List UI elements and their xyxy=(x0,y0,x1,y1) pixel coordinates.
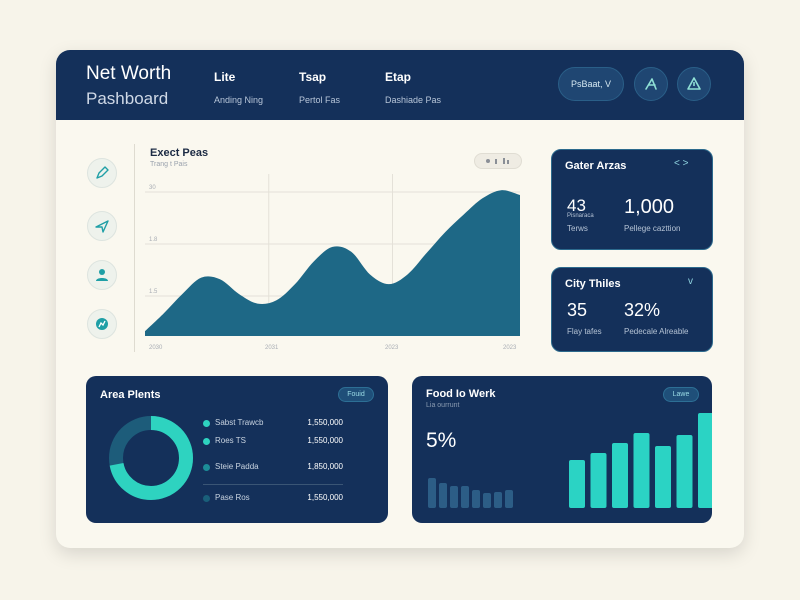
app-title: Net Worth xyxy=(86,63,172,84)
app-subtitle: Pashboard xyxy=(86,89,169,108)
alert-icon[interactable] xyxy=(677,67,711,101)
big-bar xyxy=(612,443,628,508)
food-work-subtitle: Lia ourrunt xyxy=(426,402,460,409)
stat-label-left: Flay tafes xyxy=(567,327,602,336)
header-bar: Net Worth Pashboard Lite Anding Ning Tsa… xyxy=(56,50,744,120)
main-chart-panel: Exect Peas Trang t Pais 30 1.8 1.5 2030 2031… xyxy=(134,144,526,352)
nav-item-label: Etap xyxy=(385,70,412,84)
stat-card-gater-arzas[interactable]: Gater Arzas < > 43 Pisnaraca Terws 1,000… xyxy=(551,149,713,250)
legend-dot xyxy=(203,495,210,502)
nav-item-sublabel: Anding Ning xyxy=(214,95,264,105)
stat-label-right: Pedecale Alreable xyxy=(624,327,689,336)
big-bar xyxy=(633,433,650,508)
legend-dot xyxy=(203,438,210,445)
chart-icon[interactable] xyxy=(87,309,117,339)
stat-value-left: 43 xyxy=(567,196,586,215)
x-tick-label: 2030 xyxy=(149,345,163,351)
dashboard-card: Net Worth Pashboard Lite Anding Ning Tsa… xyxy=(56,50,744,548)
food-work-card: Food Io Werk Lia ourrunt Lawe 5% xyxy=(412,376,712,523)
legend-dot xyxy=(203,464,210,471)
legend-name: Pase Ros xyxy=(215,493,250,502)
stat-value-right: 32% xyxy=(624,300,661,320)
small-bar xyxy=(472,490,480,508)
y-tick-label: 1.5 xyxy=(149,289,158,295)
filter-dropdown-button[interactable]: PsBaat, V xyxy=(558,67,624,101)
y-tick-label: 1.8 xyxy=(149,237,158,243)
chart-subtitle: Trang t Pais xyxy=(150,161,188,168)
chevron-down-icon[interactable]: v xyxy=(688,276,693,287)
nav-item-lite[interactable]: Lite Anding Ning xyxy=(214,70,263,105)
small-bar xyxy=(428,478,436,508)
small-bar xyxy=(439,483,447,508)
legend-dot xyxy=(203,420,210,427)
nav-item-sublabel: Dashiade Pas xyxy=(385,95,442,105)
stat-label-right: Pellege cazttion xyxy=(624,224,681,233)
big-bar xyxy=(655,446,671,508)
y-tick-label: 30 xyxy=(149,185,156,191)
nav-item-etap[interactable]: Etap Dashiade Pas xyxy=(385,70,441,105)
area-series xyxy=(145,190,520,336)
x-tick-label: 2031 xyxy=(265,345,279,351)
big-bar xyxy=(590,453,607,508)
x-tick-label: 2023 xyxy=(385,345,399,351)
legend-name: Roes TS xyxy=(215,436,246,445)
legend-value: 1,550,000 xyxy=(307,418,343,427)
stat-card-title: City Thiles xyxy=(565,278,621,290)
area-plants-title: Area Plents xyxy=(100,389,161,401)
stat-value-left: 35 xyxy=(567,300,588,320)
legend-item: Sabst Trawcb 1,550,000 xyxy=(203,418,343,430)
chart-options-button[interactable] xyxy=(474,153,522,169)
share-icon[interactable] xyxy=(634,67,668,101)
small-bar xyxy=(505,490,513,508)
legend-item: Steie Padda 1,850,000 xyxy=(203,462,343,474)
legend-name: Sabst Trawcb xyxy=(215,418,264,427)
legend-item: Roes TS 1,550,000 xyxy=(203,436,343,448)
big-bar xyxy=(698,413,712,508)
legend-name: Steie Padda xyxy=(215,462,259,471)
legend-value: 1,550,000 xyxy=(307,436,343,445)
chart-title: Exect Peas xyxy=(150,147,209,159)
big-bar xyxy=(569,460,585,508)
small-bar xyxy=(461,486,469,508)
send-icon[interactable] xyxy=(87,211,117,241)
legend-item: Pase Ros 1,550,000 xyxy=(203,493,343,505)
stat-card-city-thiles[interactable]: City Thiles v 35 Flay tafes 32% Pedecale… xyxy=(551,267,713,352)
x-tick-label: 2023 xyxy=(503,345,517,351)
bar-chart xyxy=(428,413,712,508)
stat-value-right: 1,000 xyxy=(624,196,675,218)
legend-value: 1,850,000 xyxy=(307,462,343,471)
stat-label-left: Terws xyxy=(567,224,588,233)
legend-value: 1,550,000 xyxy=(307,493,343,502)
food-work-range-button[interactable]: Lawe xyxy=(663,387,699,402)
area-plants-card: Area Plents Fouid xyxy=(86,376,388,523)
food-work-percent: 5% xyxy=(426,429,457,452)
small-bar xyxy=(494,492,502,508)
big-bar xyxy=(676,435,693,508)
pen-icon[interactable] xyxy=(87,158,117,188)
nav-item-label: Tsap xyxy=(299,70,327,84)
nav-item-label: Lite xyxy=(214,70,236,84)
small-bar xyxy=(483,493,491,508)
nav-item-tsap[interactable]: Tsap Pertol Fas xyxy=(299,70,340,105)
small-bar xyxy=(450,486,458,508)
legend-divider xyxy=(203,484,343,485)
donut-segment xyxy=(109,416,193,500)
donut-chart xyxy=(109,416,193,500)
user-icon[interactable] xyxy=(87,260,117,290)
area-chart: 30 1.8 1.5 2030 2031 2023 2023 xyxy=(145,174,520,351)
area-plants-filter-button[interactable]: Fouid xyxy=(338,387,374,402)
stat-card-title: Gater Arzas xyxy=(565,160,627,172)
nav-item-sublabel: Pertol Fas xyxy=(299,95,341,105)
stat-sublabel-left: Pisnaraca xyxy=(567,213,594,219)
food-work-title: Food Io Werk xyxy=(426,388,496,400)
stat-card-chevron[interactable]: < > xyxy=(674,158,689,169)
